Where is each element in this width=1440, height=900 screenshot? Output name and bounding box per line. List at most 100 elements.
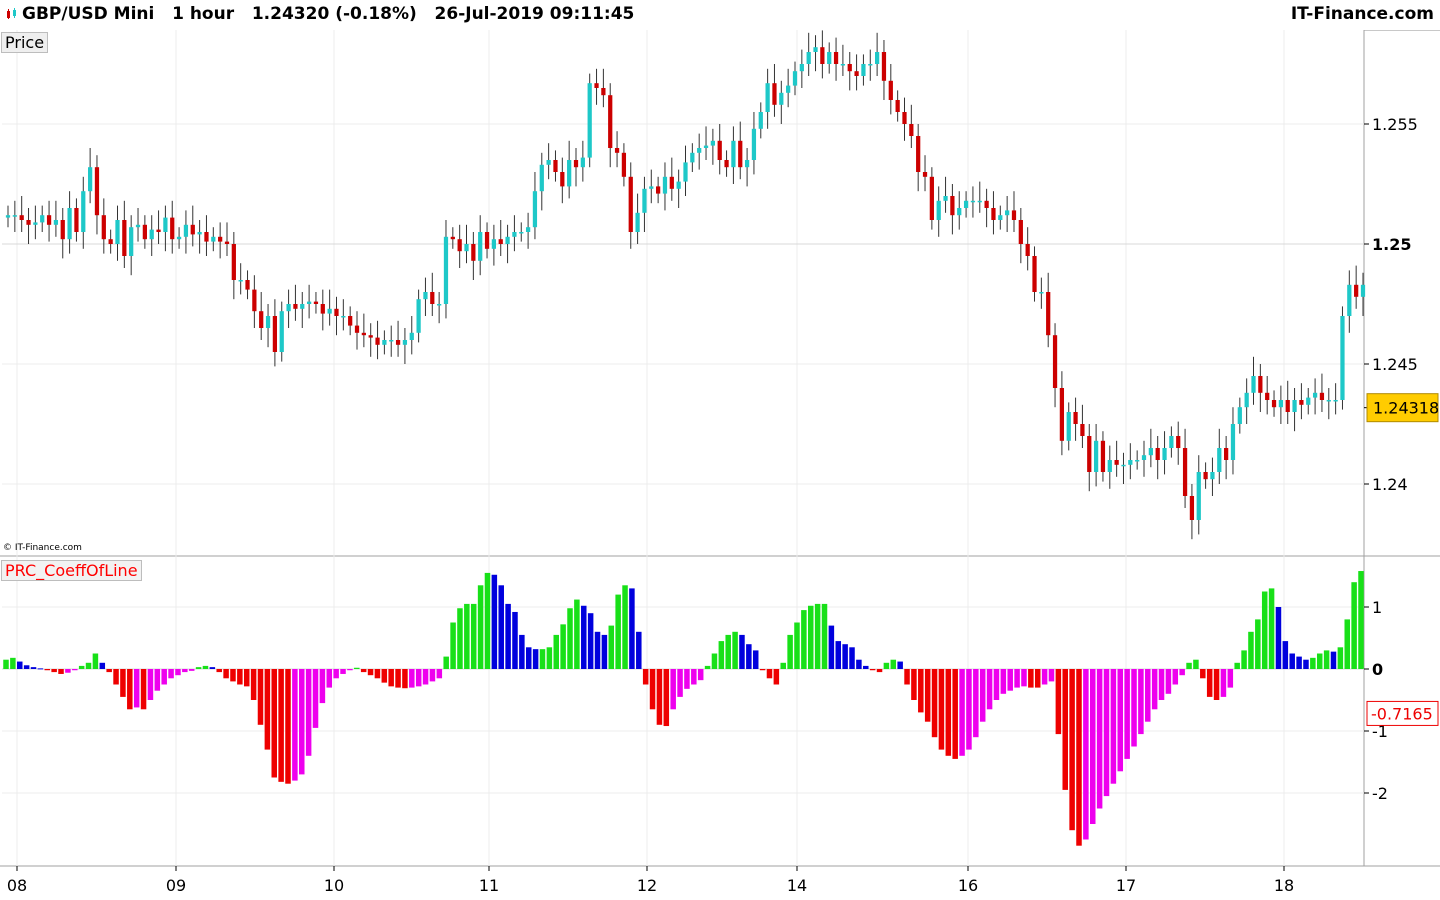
indicator-bar bbox=[450, 622, 456, 669]
candle bbox=[635, 212, 640, 232]
indicator-bar bbox=[828, 625, 835, 669]
indicator-bar bbox=[188, 669, 195, 671]
indicator-bar bbox=[51, 669, 57, 673]
indicator-bar bbox=[642, 669, 649, 685]
candle bbox=[963, 200, 969, 208]
candle bbox=[354, 325, 360, 333]
x-tick-label: 18 bbox=[1274, 876, 1294, 895]
indicator-bar bbox=[1316, 653, 1323, 669]
candle bbox=[348, 316, 353, 326]
candle bbox=[1073, 412, 1078, 424]
indicator-bar bbox=[1124, 669, 1130, 759]
candle bbox=[46, 215, 52, 225]
candle bbox=[176, 236, 182, 240]
indicator-bar bbox=[395, 669, 401, 688]
indicator-bar bbox=[505, 603, 511, 669]
candle bbox=[738, 140, 743, 168]
indicator-bar bbox=[924, 669, 931, 722]
indicator-bar bbox=[491, 574, 498, 669]
candle bbox=[717, 140, 722, 160]
candle bbox=[163, 217, 168, 232]
indicator-bar bbox=[780, 662, 786, 669]
indicator-bar bbox=[945, 669, 952, 756]
indicator-bar bbox=[72, 669, 78, 671]
indicator-bar bbox=[271, 669, 277, 778]
indicator-bar bbox=[257, 669, 264, 725]
candle bbox=[977, 200, 982, 203]
candle bbox=[1237, 407, 1242, 424]
candle bbox=[389, 340, 394, 342]
indicator-panel-label[interactable]: PRC_CoeffOfLine bbox=[1, 560, 142, 581]
candle bbox=[512, 232, 517, 237]
candle bbox=[464, 244, 469, 252]
indicator-bar bbox=[1151, 669, 1158, 710]
indicator-bar bbox=[250, 669, 257, 700]
candle bbox=[1360, 284, 1366, 297]
indicator-bar bbox=[470, 603, 477, 669]
candle bbox=[1265, 392, 1270, 400]
indicator-bar bbox=[656, 669, 663, 725]
candle bbox=[272, 316, 278, 352]
candle bbox=[868, 64, 873, 66]
indicator-bar bbox=[1041, 669, 1048, 685]
candle bbox=[1210, 472, 1215, 480]
price-tick-label: 1.255 bbox=[1372, 115, 1418, 134]
candle bbox=[519, 232, 524, 234]
indicator-bar bbox=[581, 605, 587, 669]
indicator-bar bbox=[856, 659, 862, 669]
indicator-bar bbox=[711, 653, 718, 669]
candle bbox=[656, 186, 661, 194]
indicator-bar bbox=[1268, 588, 1275, 669]
candle bbox=[129, 227, 134, 256]
candle bbox=[1258, 376, 1263, 393]
indicator-bar bbox=[629, 588, 635, 669]
candle bbox=[423, 292, 428, 300]
indicator-bar bbox=[1090, 669, 1096, 824]
candle bbox=[546, 160, 551, 165]
indicator-bar bbox=[1158, 669, 1165, 700]
candle bbox=[970, 200, 976, 203]
candle bbox=[94, 167, 100, 216]
candle bbox=[813, 47, 818, 52]
candle bbox=[265, 316, 271, 328]
indicator-bar bbox=[30, 667, 37, 669]
indicator-bar bbox=[319, 669, 326, 704]
price-tick-label: 1.25 bbox=[1372, 235, 1411, 254]
candle bbox=[772, 83, 777, 105]
indicator-bar bbox=[732, 631, 738, 669]
indicator-bar bbox=[374, 669, 381, 679]
candle bbox=[1087, 436, 1092, 472]
instrument-candles-icon bbox=[7, 8, 16, 19]
indicator-value-box bbox=[1366, 700, 1439, 726]
indicator-bar bbox=[574, 599, 580, 669]
candle bbox=[313, 301, 319, 304]
indicator-bar bbox=[684, 669, 690, 689]
indicator-bar bbox=[670, 669, 676, 710]
candle bbox=[1217, 448, 1222, 472]
candle bbox=[259, 311, 264, 328]
indicator-bar bbox=[264, 669, 271, 750]
indicator-bar bbox=[904, 669, 910, 685]
indicator-bar bbox=[1248, 631, 1254, 669]
indicator-bar bbox=[1110, 669, 1117, 784]
candle bbox=[327, 308, 332, 314]
indicator-bar bbox=[1303, 659, 1309, 669]
candle bbox=[1189, 496, 1195, 520]
indicator-bar bbox=[519, 634, 525, 669]
candle bbox=[799, 64, 804, 72]
candle bbox=[361, 332, 366, 336]
candle bbox=[991, 208, 996, 220]
candle bbox=[957, 208, 962, 216]
candle bbox=[101, 215, 106, 240]
candle bbox=[1093, 440, 1099, 472]
indicator-bar bbox=[1351, 582, 1357, 669]
candle bbox=[1114, 460, 1119, 465]
indicator-bar bbox=[725, 634, 731, 669]
indicator-tick-label: -1 bbox=[1372, 722, 1388, 741]
indicator-bar bbox=[154, 669, 161, 691]
candle bbox=[5, 215, 11, 218]
indicator-bar bbox=[1055, 669, 1062, 735]
candle bbox=[676, 181, 681, 189]
price-panel-label[interactable]: Price bbox=[1, 32, 49, 53]
